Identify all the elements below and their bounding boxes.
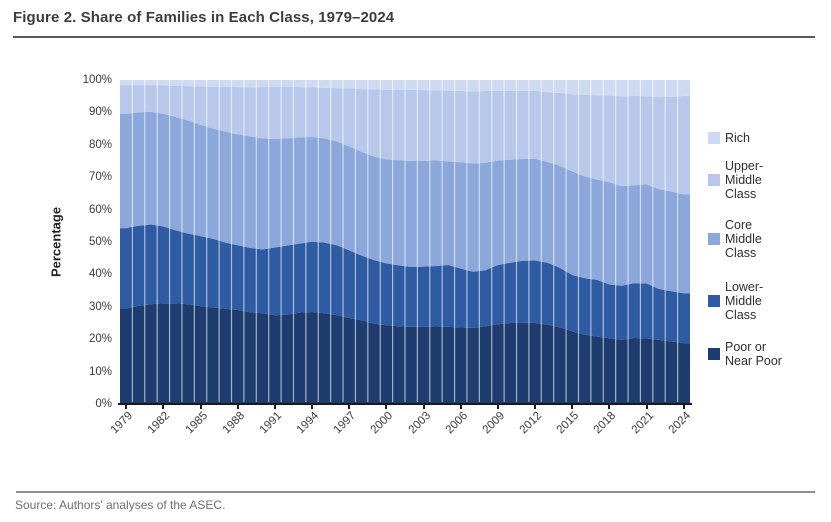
legend-label: Upper- Middle Class (725, 159, 764, 201)
legend-item-core-middle-class: Core Middle Class (708, 218, 762, 260)
footer-divider (16, 491, 815, 493)
legend-item-upper-middle-class: Upper- Middle Class (708, 159, 763, 201)
y-tick-label: 20% (88, 333, 112, 346)
x-tickmark (199, 405, 202, 409)
x-tickmark (608, 405, 611, 409)
y-tick-label: 40% (88, 268, 112, 281)
legend-item-lower-middle-class: Lower- Middle Class (708, 280, 763, 322)
x-tickmark (385, 405, 388, 409)
legend-swatch (708, 348, 720, 360)
y-tick-label: 50% (88, 236, 112, 248)
x-tickmark (422, 405, 425, 409)
x-tickmark (348, 405, 351, 409)
legend-label: Lower- Middle Class (725, 280, 764, 322)
legend-label: Core Middle Class (725, 218, 762, 260)
y-tick-label: 10% (88, 365, 112, 378)
legend-label: Poor or Near Poor (725, 340, 782, 368)
x-tickmark (162, 405, 165, 409)
figure-title: Figure 2. Share of Families in Each Clas… (13, 9, 395, 26)
x-tickmark (496, 405, 499, 409)
x-tickmark (571, 405, 574, 409)
legend-swatch (708, 132, 720, 144)
y-tick-label: 0% (95, 398, 112, 410)
source-note: Source: Authors' analyses of the ASEC. (15, 498, 226, 512)
legend-label: Rich (725, 131, 751, 145)
plot-area (120, 80, 690, 404)
y-tick-label: 100% (82, 74, 112, 86)
y-tick-label: 70% (88, 171, 112, 184)
x-tickmark (125, 405, 128, 409)
title-divider (13, 36, 815, 38)
legend-swatch (708, 233, 720, 245)
y-tick-label: 80% (88, 138, 112, 151)
x-tickmark (645, 405, 648, 409)
legend-item-poor-or-near-poor: Poor or Near Poor (708, 340, 782, 368)
x-tickmark (459, 405, 462, 409)
x-tickmark (311, 405, 314, 409)
x-axis-line (118, 403, 692, 405)
legend-swatch (708, 174, 720, 186)
legend-swatch (708, 295, 720, 307)
y-tick-label: 90% (88, 106, 112, 119)
x-tickmark (682, 405, 685, 409)
y-tick-label: 60% (88, 203, 112, 216)
legend-item-rich: Rich (708, 131, 750, 145)
y-tick-label: 30% (88, 300, 112, 313)
x-tickmark (534, 405, 537, 409)
x-tickmark (236, 405, 239, 409)
x-tickmark (273, 405, 276, 409)
